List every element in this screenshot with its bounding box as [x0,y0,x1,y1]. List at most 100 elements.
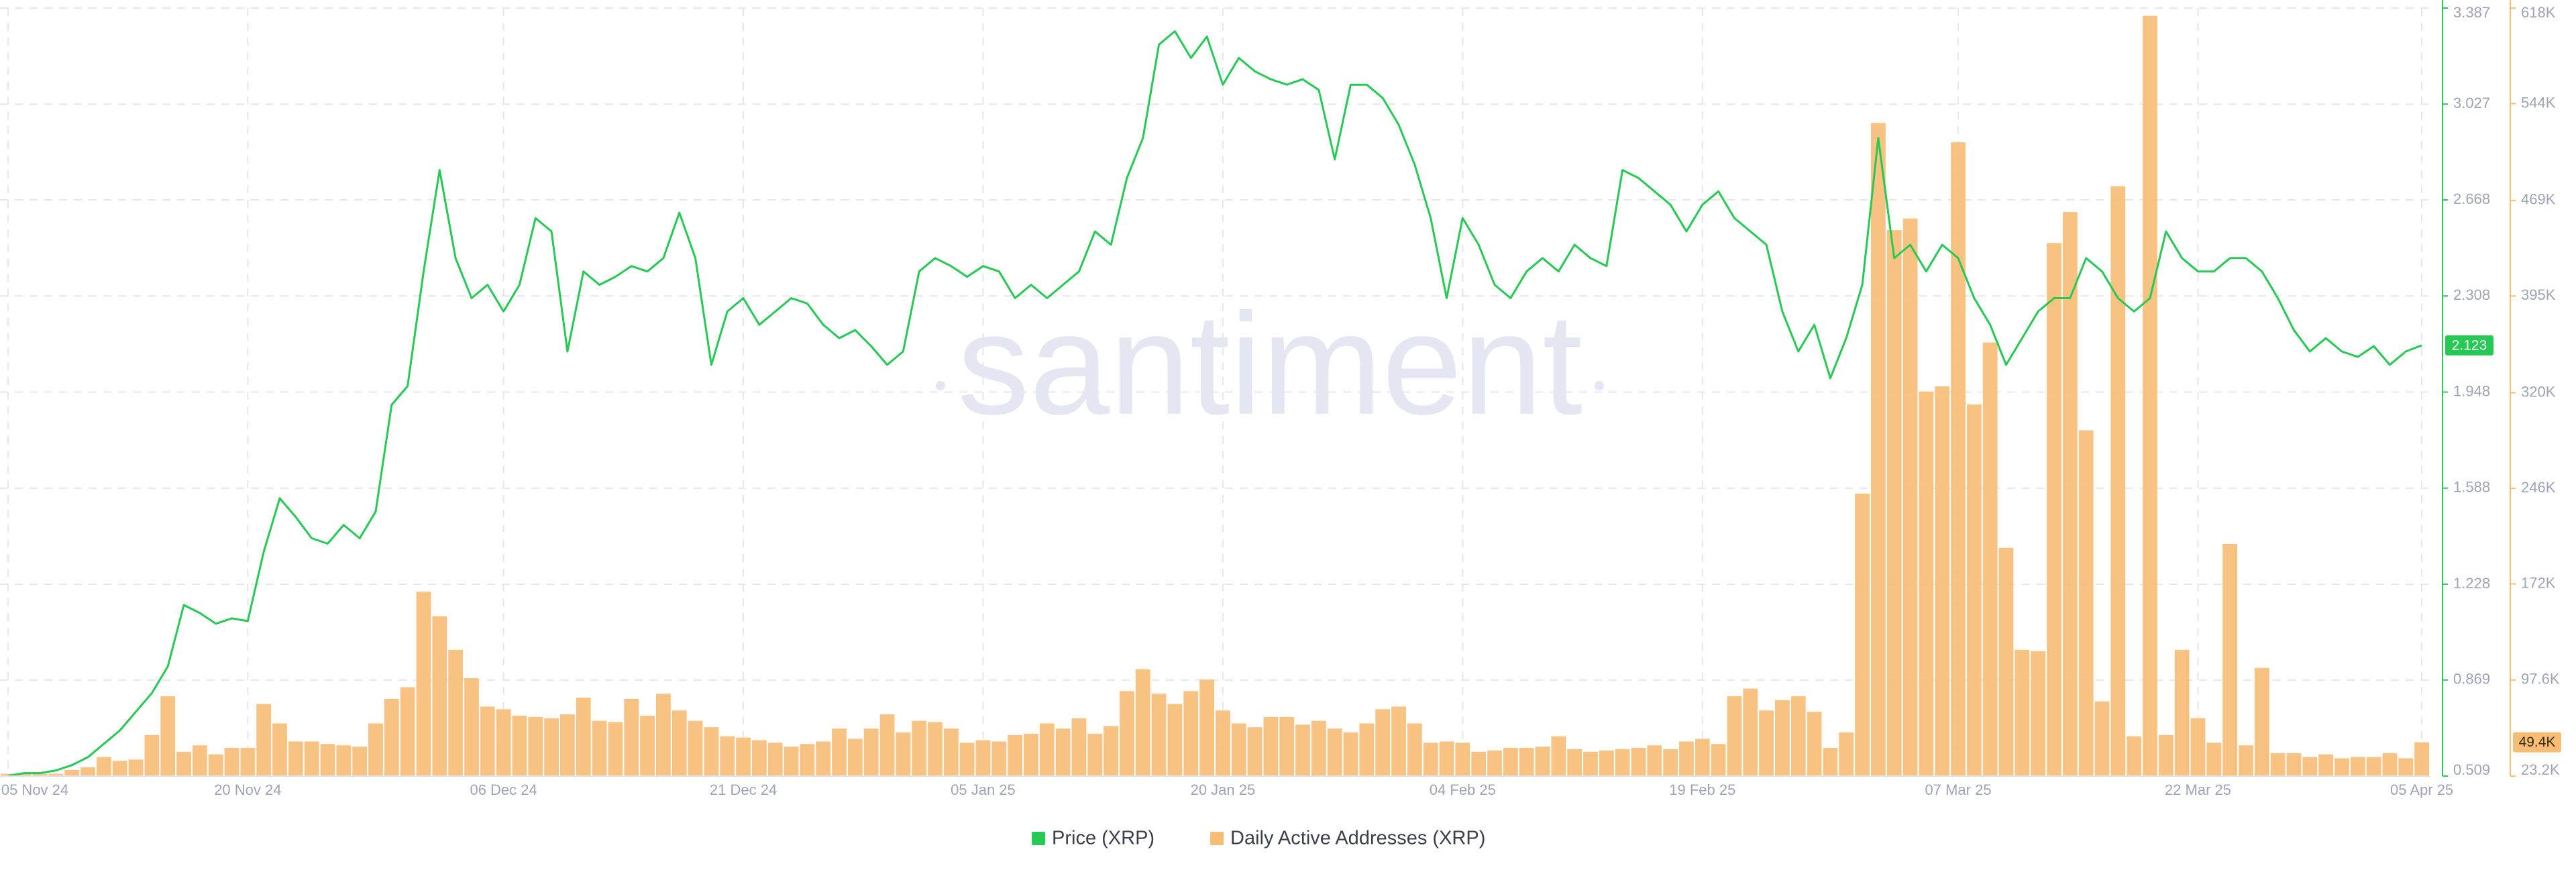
bar [1311,720,1326,776]
bar [208,754,223,776]
bar [2366,757,2381,776]
x-tick-label: 20 Jan 25 [1191,781,1256,798]
bar [1998,547,2014,776]
bar [1008,734,1023,776]
bar [816,741,831,776]
axes: 0.509 0.869 1.228 1.588 1.948 2.308 2.668 3.027… [0,0,2561,798]
bar [2143,15,2157,777]
bar [400,687,415,776]
y-tick-label: 1.588 [2453,479,2490,496]
bar [2062,212,2078,776]
bar [2174,649,2190,776]
bar [256,704,272,776]
bar [1743,688,1758,776]
bar [608,722,623,776]
x-tick-label: 05 Apr 25 [2390,781,2453,798]
y-tick-label: 2.308 [2453,286,2490,303]
bar [288,741,303,776]
bar [320,744,335,776]
y2-tick-label: 23.2K [2521,761,2560,778]
bar [304,741,319,776]
bar [1951,142,1966,776]
bar [2414,742,2429,776]
legend-label: Daily Active Addresses (XRP) [1230,828,1485,849]
y2-tick-label: 97.6K [2521,671,2560,688]
bar [959,743,975,776]
bar [1631,748,1646,776]
bar [144,734,160,776]
bar [1263,716,1279,776]
bar [16,773,32,776]
bar [464,678,479,776]
bar [1966,404,1982,776]
bar [1455,743,1470,776]
bar [576,697,591,776]
bar [2047,243,2061,777]
bar [1567,749,1582,776]
bar [1503,748,1518,776]
bar [1439,741,1454,776]
y-tick-label: 1.948 [2453,382,2490,399]
bar [112,761,127,776]
bar [1599,750,1614,776]
bar [1343,732,1358,776]
bar [1247,727,1263,776]
bar [624,698,639,776]
bar [64,769,80,776]
bar [352,747,368,776]
bar [336,745,352,776]
bar [2078,430,2094,776]
bar [2239,745,2253,776]
bar [1982,342,1998,776]
legend-swatch [1210,832,1224,845]
bar [1870,123,1886,777]
bar [1583,751,1598,776]
bar [272,723,287,776]
bar [1183,691,1199,776]
bar [640,715,655,776]
bar [2302,757,2318,776]
y-tick-label: 2.668 [2453,190,2490,207]
bar [1423,743,1438,776]
legend-swatch [1032,832,1045,845]
bar [2015,649,2030,776]
price-line [7,30,2422,777]
x-tick-label: 04 Feb 25 [1430,781,1496,798]
bar [416,592,431,776]
y2-tick-label: 618K [2521,4,2556,21]
bar [2206,743,2222,776]
bar [1391,706,1406,776]
bar [1135,669,1150,776]
bar [1151,694,1167,776]
watermark-text: santiment [957,283,1582,445]
bar [128,759,144,776]
bar [751,740,767,776]
y2-tick-label: 469K [2521,191,2556,208]
bar [2127,736,2142,776]
x-tick-label: 19 Feb 25 [1669,781,1735,798]
bar [1359,723,1375,776]
bar [1551,736,1566,776]
bar [2334,758,2349,776]
bar [1327,728,1342,776]
bar [720,736,735,776]
bar [2318,754,2334,776]
bar [224,748,239,776]
bar [1407,723,1422,776]
bar [704,727,719,776]
bar [1711,744,1726,776]
bar [480,706,495,776]
bar [991,741,1007,776]
bar [688,720,703,776]
bar [2158,734,2174,776]
x-tick-label: 06 Dec 24 [470,781,537,798]
y2-tick-label: 172K [2521,574,2556,591]
bar [1695,739,1710,776]
last-value-badge [2513,732,2561,753]
y-tick-label: 3.387 [2453,4,2490,21]
bar [1199,679,1214,776]
legend-label: Price (XRP) [1052,828,1155,849]
bar [1487,750,1502,776]
bar [1919,391,1934,776]
bar [1823,748,1838,776]
